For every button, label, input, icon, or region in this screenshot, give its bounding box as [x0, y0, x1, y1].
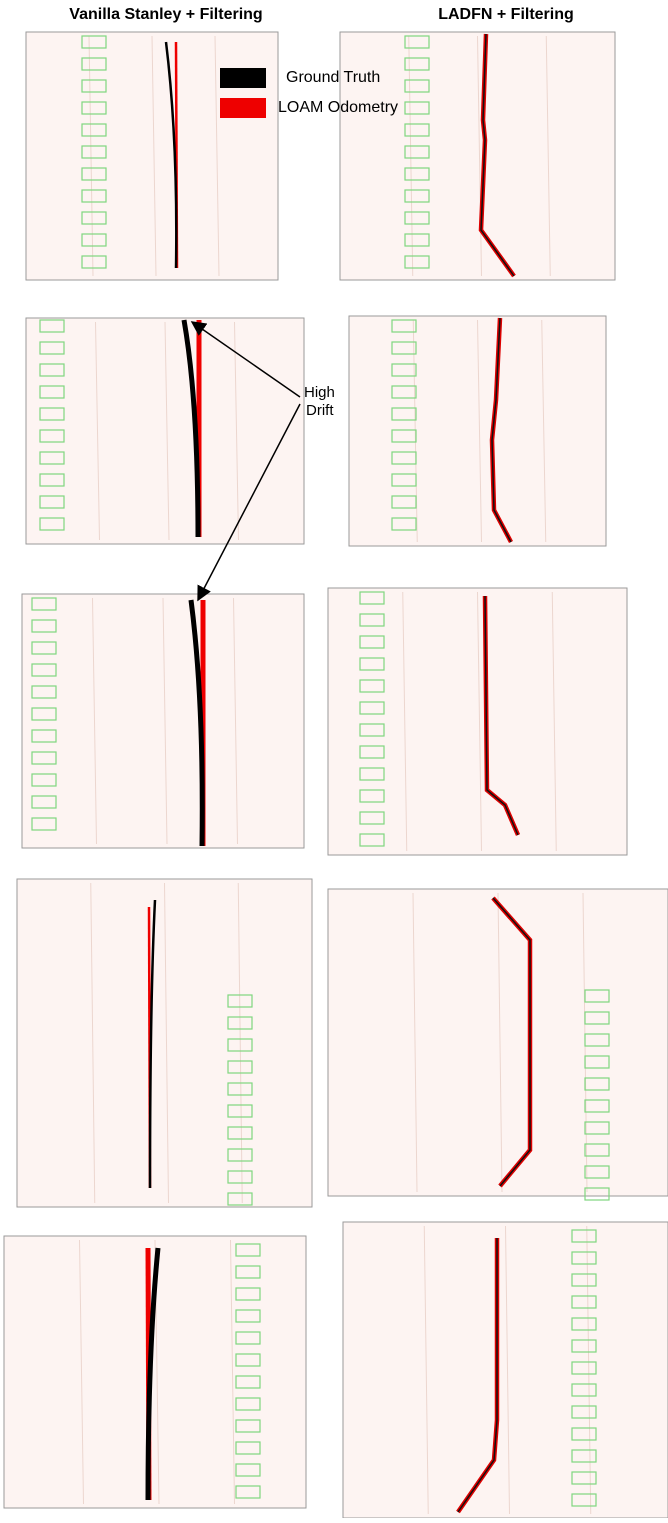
column-header: Vanilla Stanley + Filtering: [69, 6, 262, 23]
map-panel: [349, 316, 606, 546]
panels: [4, 32, 668, 1518]
map-panel: [17, 879, 312, 1207]
map-panel: [343, 1222, 668, 1518]
legend-swatch: [220, 68, 266, 88]
legend-label: LOAM Odometry: [278, 99, 398, 116]
column-header: LADFN + Filtering: [438, 6, 574, 23]
map-panel: [26, 318, 304, 544]
map-panel: [328, 889, 668, 1196]
annotation-text: High: [304, 384, 335, 401]
legend-swatch: [220, 98, 266, 118]
map-panel: [22, 594, 304, 848]
figure: Vanilla Stanley + Filtering LADFN + Filt…: [0, 0, 668, 1518]
legend-label: Ground Truth: [286, 69, 380, 86]
map-panel: [328, 588, 627, 855]
map-panel: [340, 32, 615, 280]
annotation-text: Drift: [306, 402, 334, 419]
